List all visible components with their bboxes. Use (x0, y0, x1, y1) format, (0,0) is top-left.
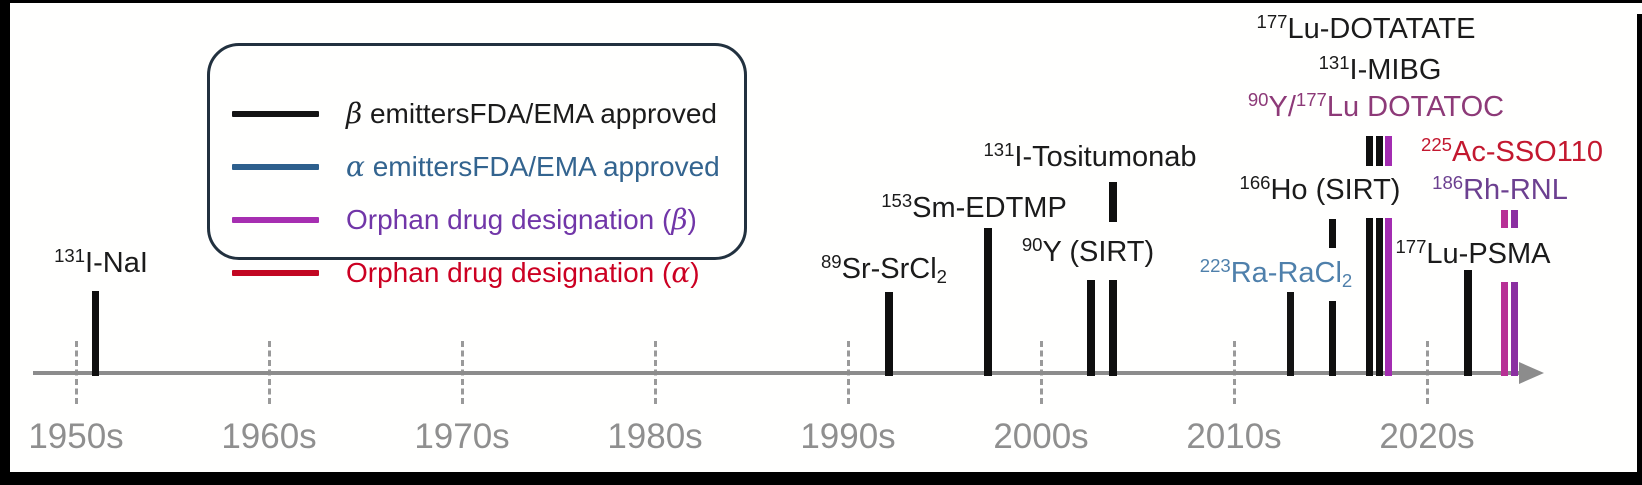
legend-label-orphan-alpha: Orphan drug designation (α) (346, 256, 700, 289)
bar-177Lu-DOTATATE (1366, 218, 1373, 376)
bar-177Lu-DOTATATE (1366, 136, 1373, 166)
bar-225Ac-SSO110 (1501, 210, 1508, 228)
bar-153Sm-EDTMP (984, 228, 992, 376)
legend-label-beta-approved: β emittersFDA/EMA approved (346, 97, 717, 130)
legend-label-orphan-beta: Orphan drug designation (β) (346, 203, 697, 236)
label-131I-Tositumonab: 131I-Tositumonab (983, 139, 1197, 173)
axis-arrow-icon (1519, 362, 1544, 384)
bar-166Ho-SIRT (1329, 301, 1336, 376)
decade-label-2000s: 2000s (993, 417, 1089, 456)
frame-top (0, 0, 1642, 3)
legend-label-alpha-approved: α emittersFDA/EMA approved (346, 150, 720, 183)
bar-186Rh-RNL (1511, 210, 1518, 228)
bar-90Y-177Lu-DOTATOC (1385, 218, 1392, 376)
bar-131I-Tositumonab (1109, 280, 1117, 376)
decade-label-2010s: 2010s (1186, 417, 1282, 456)
decade-label-2020s: 2020s (1379, 417, 1475, 456)
label-89Sr-SrCl2: 89Sr-SrCl2 (820, 251, 948, 288)
legend-line-beta-approved (232, 111, 319, 117)
label-177Lu-PSMA: 177Lu-PSMA (1395, 236, 1551, 270)
label-153Sm-EDTMP: 153Sm-EDTMP (881, 190, 1067, 224)
decade-label-1950s: 1950s (28, 417, 124, 456)
bar-89Sr-SrCl2 (885, 292, 893, 376)
label-186Rh-RNL: 186Rh-RNL (1432, 172, 1568, 206)
decade-label-1960s: 1960s (221, 417, 317, 456)
bar-131I-MIBG (1376, 136, 1383, 166)
legend-line-orphan-alpha (232, 270, 319, 276)
bar-225Ac-SSO110 (1501, 282, 1508, 376)
bar-177Lu-PSMA (1464, 270, 1472, 376)
decade-label-1990s: 1990s (800, 417, 896, 456)
frame-left (0, 0, 10, 485)
bar-131I-Tositumonab (1109, 182, 1117, 222)
legend-box: β emittersFDA/EMA approved α emittersFDA… (207, 43, 747, 289)
legend-item-beta-approved: β emittersFDA/EMA approved (232, 98, 740, 130)
bar-166Ho-SIRT (1329, 219, 1336, 248)
frame-right (1637, 14, 1642, 485)
decade-label-1970s: 1970s (414, 417, 510, 456)
bar-131I-NaI (92, 291, 99, 376)
bar-90Y-SIRT (1087, 280, 1095, 376)
frame-bottom (0, 472, 1642, 485)
label-225Ac-SSO110: 225Ac-SSO110 (1421, 134, 1603, 168)
label-131I-NaI: 131I-NaI (54, 245, 148, 279)
bar-90Y-177Lu-DOTATOC (1385, 136, 1392, 166)
label-177Lu-DOTATATE: 177Lu-DOTATATE (1256, 11, 1476, 45)
label-223Ra-RaCl2: 223Ra-RaCl2 (1199, 255, 1353, 292)
label-90Y-177Lu-DOTATOC: 90Y/177Lu DOTATOC (1247, 89, 1505, 123)
decade-label-1980s: 1980s (607, 417, 703, 456)
legend-line-orphan-beta (232, 217, 319, 223)
legend-line-alpha-approved (232, 164, 319, 170)
bar-186Rh-RNL (1511, 282, 1518, 376)
label-131I-MIBG: 131I-MIBG (1318, 52, 1442, 86)
bar-223Ra-RaCl2 (1287, 292, 1294, 376)
axis-line (33, 371, 1519, 375)
legend-item-alpha-approved: α emittersFDA/EMA approved (232, 151, 740, 183)
legend-item-orphan-alpha: Orphan drug designation (α) (232, 257, 740, 289)
legend-item-orphan-beta: Orphan drug designation (β) (232, 204, 740, 236)
label-166Ho-SIRT: 166Ho (SIRT) (1239, 172, 1401, 206)
label-90Y-SIRT: 90Y (SIRT) (1021, 234, 1155, 268)
bar-131I-MIBG (1376, 218, 1383, 376)
